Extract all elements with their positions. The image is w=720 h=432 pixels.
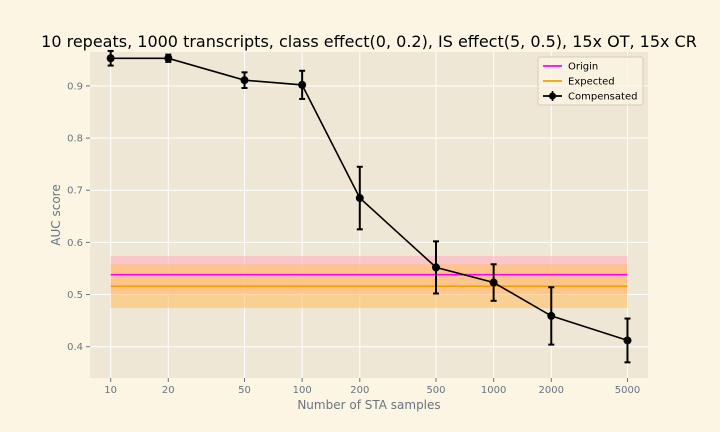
data-point xyxy=(164,54,173,63)
x-tick-label: 500 xyxy=(426,385,445,396)
x-tick-label: 50 xyxy=(238,385,251,396)
confidence-bands xyxy=(110,255,628,309)
data-point xyxy=(623,336,632,345)
legend-swatch-marker xyxy=(549,92,556,100)
x-tick-label: 5000 xyxy=(615,385,640,396)
y-tick-label: 0.5 xyxy=(67,290,83,301)
x-tick-label: 100 xyxy=(293,385,312,396)
y-tick-label: 0.6 xyxy=(67,238,83,249)
data-point xyxy=(298,80,307,89)
y-tick-label: 0.7 xyxy=(67,186,83,197)
x-axis-label: Number of STA samples xyxy=(297,398,440,412)
compensated-series xyxy=(106,49,632,364)
x-axis-ticks: 10 20 50 100 200 500 1000 2000 5000 xyxy=(104,378,640,396)
x-tick-label: 200 xyxy=(350,385,369,396)
data-point xyxy=(431,263,440,272)
x-tick-label: 1000 xyxy=(481,385,506,396)
legend-label-expected: Expected xyxy=(568,77,615,88)
reference-lines xyxy=(110,273,628,287)
plot-area xyxy=(90,52,648,378)
x-tick-label: 2000 xyxy=(539,385,564,396)
y-tick-label: 0.9 xyxy=(67,81,83,92)
y-axis-ticks: 0.4 0.5 0.6 0.7 0.8 0.9 xyxy=(67,81,90,353)
data-point xyxy=(240,76,249,85)
y-axis-label: AUC score xyxy=(49,184,63,245)
y-tick-label: 0.4 xyxy=(67,342,83,353)
x-tick-label: 20 xyxy=(162,385,175,396)
chart-title: 10 repeats, 1000 transcripts, class effe… xyxy=(41,32,697,51)
y-tick-label: 0.8 xyxy=(67,134,83,145)
legend-label-compensated: Compensated xyxy=(568,92,637,103)
data-point xyxy=(489,278,498,287)
legend-label-origin: Origin xyxy=(568,62,598,73)
x-tick-label: 10 xyxy=(104,385,117,396)
data-point xyxy=(355,194,364,203)
data-point xyxy=(547,311,556,320)
legend-box xyxy=(537,56,644,106)
data-point xyxy=(106,54,115,63)
legend: Origin Expected Compensated xyxy=(537,56,644,106)
